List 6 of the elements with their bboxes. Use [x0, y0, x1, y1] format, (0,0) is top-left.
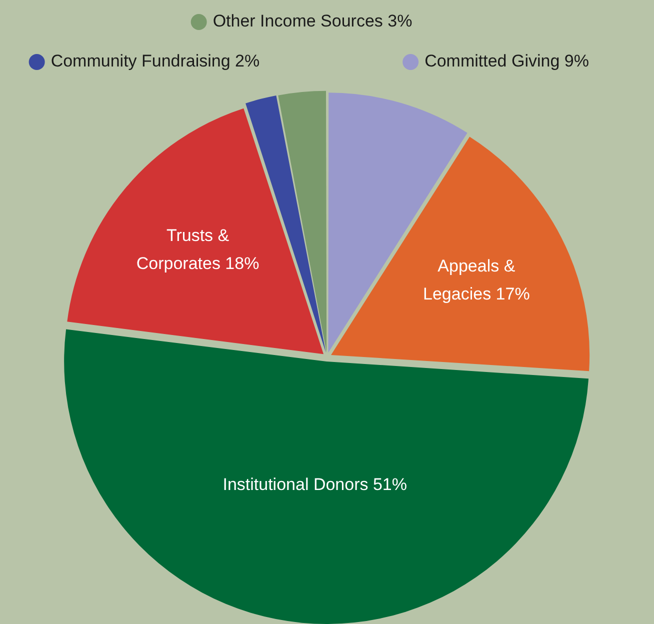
slice-label: Institutional Donors 51% [222, 475, 407, 494]
legend-label: Committed Giving 9% [424, 52, 589, 71]
legend-label: Community Fundraising 2% [50, 52, 260, 71]
slice-label: Appeals & Legacies 17% [423, 256, 530, 304]
slice-label: Trusts & Corporates 18% [136, 226, 260, 273]
legend-label: Other Income Sources 3% [212, 12, 412, 31]
